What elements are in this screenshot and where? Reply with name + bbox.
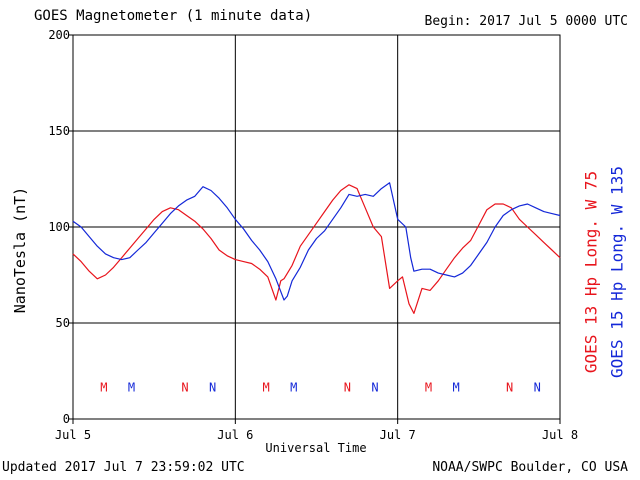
- y-axis-label: NanoTesla (nT): [11, 186, 29, 314]
- begin-time: Begin: 2017 Jul 5 0000 UTC: [424, 14, 629, 29]
- noon-midnight-marker: M: [452, 380, 459, 394]
- y-tick-label: 200: [48, 28, 70, 42]
- noon-midnight-marker: M: [100, 380, 107, 394]
- noon-midnight-marker: M: [128, 380, 135, 394]
- series-line-goes15: [72, 182, 561, 301]
- x-axis-label: Universal Time: [265, 441, 367, 455]
- y-tick-label: 150: [48, 124, 70, 138]
- x-tick-label: Jul 5: [55, 428, 91, 442]
- noon-midnight-marker: M: [263, 380, 270, 394]
- series-line-goes13: [72, 184, 561, 314]
- noon-midnight-marker: M: [290, 380, 297, 394]
- noon-midnight-marker: N: [209, 380, 216, 394]
- updated-timestamp: Updated 2017 Jul 7 23:59:02 UTC: [2, 460, 245, 475]
- legend-goes13: GOES 13 Hp Long. W 75: [581, 170, 601, 374]
- noon-midnight-marker: N: [534, 380, 541, 394]
- y-tick-label: 100: [48, 220, 70, 234]
- noon-midnight-marker: N: [344, 380, 351, 394]
- legend-goes15: GOES 15 Hp Long. W 135: [607, 166, 627, 378]
- noon-midnight-marker: N: [181, 380, 188, 394]
- noon-midnight-marker: N: [371, 380, 378, 394]
- x-tick-label: Jul 8: [542, 428, 578, 442]
- x-tick-label: Jul 6: [217, 428, 253, 442]
- noon-midnight-marker: N: [506, 380, 513, 394]
- x-tick-label: Jul 7: [380, 428, 416, 442]
- credit-text: NOAA/SWPC Boulder, CO USA: [432, 460, 628, 475]
- y-tick-label: 50: [56, 316, 70, 330]
- chart-title: GOES Magnetometer (1 minute data): [34, 8, 313, 24]
- noon-midnight-marker: M: [425, 380, 432, 394]
- y-tick-label: 0: [63, 412, 70, 426]
